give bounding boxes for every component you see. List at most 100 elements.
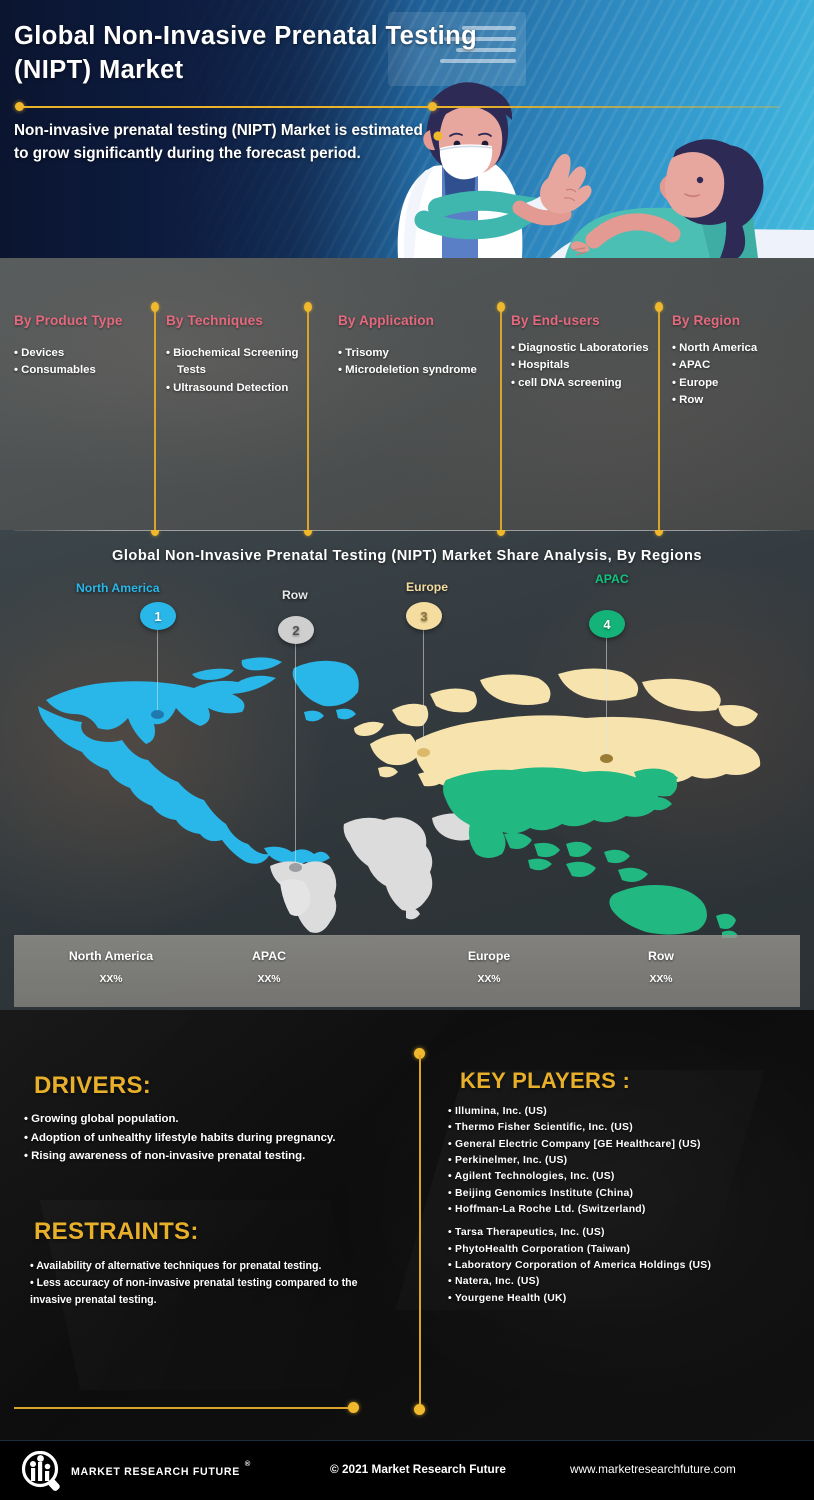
world-map	[38, 657, 761, 938]
segment-item-list: North America APAC Europe Row	[672, 340, 802, 409]
horizontal-divider-dot	[348, 1402, 359, 1413]
segment-item: Devices	[14, 345, 154, 362]
segment-item: Europe	[672, 375, 802, 392]
restraints-title: RESTRAINTS:	[34, 1218, 199, 1245]
key-player-item: Agilent Technologies, Inc. (US)	[448, 1169, 798, 1185]
map-region-north-america	[38, 657, 359, 865]
map-legend-bar: North America XX% APAC XX% Europe XX% Ro…	[14, 935, 800, 1007]
legend-region-name: Europe	[467, 949, 511, 963]
copyright-text: © 2021 Market Research Future	[330, 1462, 506, 1476]
legend-region-value: XX%	[477, 974, 501, 985]
map-pin-line-2	[295, 640, 297, 867]
connector-line-2	[307, 306, 309, 530]
segment-item: Trisomy	[338, 345, 488, 362]
segment-item: Biochemical Screening Tests	[166, 345, 306, 380]
segment-item-list: Trisomy Microdeletion syndrome	[338, 345, 488, 380]
restraints-item: Availability of alternative techniques f…	[30, 1258, 385, 1275]
restraints-list: Availability of alternative techniques f…	[30, 1258, 385, 1309]
key-players-list: Illumina, Inc. (US) Thermo Fisher Scient…	[448, 1104, 798, 1307]
connector-line-3	[500, 306, 502, 530]
divider-junction-dot-3	[497, 530, 505, 536]
legend-region-value: XX%	[649, 974, 673, 985]
drivers-item: Adoption of unhealthy lifestyle habits d…	[24, 1129, 394, 1148]
key-player-item: Natera, Inc. (US)	[448, 1274, 798, 1290]
header-divider-line	[19, 106, 779, 108]
map-section: Global Non-Invasive Prenatal Testing (NI…	[0, 530, 814, 1010]
legend-region-name: APAC	[252, 949, 286, 963]
divider-junction-dot-4	[655, 530, 663, 536]
legend-region-name: North America	[68, 949, 154, 963]
divider-junction-dot-1	[151, 530, 159, 536]
page-title: Global Non-Invasive Prenatal Testing (NI…	[14, 22, 478, 84]
map-pin-1[interactable]: 1	[140, 602, 176, 630]
header-banner: Global Non-Invasive Prenatal Testing (NI…	[0, 0, 814, 258]
connector-dot-2	[304, 302, 312, 312]
header-divider-dot-right	[428, 102, 437, 111]
map-region-row	[270, 813, 479, 933]
connector-line-1	[154, 306, 156, 530]
restraints-item: Less accuracy of non-invasive prenatal t…	[30, 1275, 385, 1309]
vertical-divider-line	[419, 1055, 421, 1410]
segment-item: Consumables	[14, 362, 154, 379]
map-pin-dot-4	[600, 754, 613, 763]
key-player-item: Illumina, Inc. (US)	[448, 1104, 798, 1120]
header-subtitle: Non-invasive prenatal testing (NIPT) Mar…	[14, 122, 423, 162]
key-player-item: General Electric Company [GE Healthcare]…	[448, 1137, 798, 1153]
map-pin-3[interactable]: 3	[406, 602, 442, 630]
map-top-divider	[14, 530, 800, 532]
segment-item: North America	[672, 340, 802, 357]
map-label-europe: Europe	[406, 580, 448, 594]
website-url[interactable]: www.marketresearchfuture.com	[570, 1462, 736, 1476]
connector-dot-3	[497, 302, 505, 312]
segment-column-region: By Region North America APAC Europe Row	[672, 313, 802, 409]
drivers-list: Growing global population. Adoption of u…	[24, 1110, 394, 1166]
divider-junction-dot-2	[304, 530, 312, 536]
drivers-title: DRIVERS:	[34, 1072, 152, 1099]
segment-item-list: Biochemical Screening Tests Ultrasound D…	[166, 345, 306, 397]
map-label-apac: APAC	[595, 572, 629, 586]
key-player-item: Laboratory Corporation of America Holdin…	[448, 1258, 798, 1274]
legend-region-value: XX%	[99, 974, 123, 985]
segment-column-product-type: By Product Type Devices Consumables	[14, 313, 154, 380]
key-players-title: KEY PLAYERS :	[460, 1068, 631, 1093]
horizontal-divider-line	[14, 1407, 354, 1409]
segment-title: By Product Type	[14, 313, 123, 328]
key-player-item: PhytoHealth Corporation (Taiwan)	[448, 1242, 798, 1258]
map-pin-4[interactable]: 4	[589, 610, 625, 638]
segment-item: APAC	[672, 357, 802, 374]
legend-item-apac: APAC XX%	[194, 949, 344, 985]
map-pin-line-3	[423, 626, 425, 752]
vertical-divider-bottom-dot	[414, 1404, 425, 1415]
key-player-item: Beijing Genomics Institute (China)	[448, 1186, 798, 1202]
segment-title: By Techniques	[166, 313, 263, 328]
key-player-item: Thermo Fisher Scientific, Inc. (US)	[448, 1120, 798, 1136]
brand-name: MARKET RESEARCH FUTURE ®	[71, 1459, 252, 1478]
segment-item: Microdeletion syndrome	[338, 362, 488, 379]
segment-item-list: Devices Consumables	[14, 345, 154, 380]
legend-region-name: Row	[648, 949, 674, 963]
key-player-item: Tarsa Therapeutics, Inc. (US)	[448, 1225, 798, 1241]
map-label-row: Row	[282, 588, 308, 602]
key-player-item: Yourgene Health (UK)	[448, 1291, 798, 1307]
legend-region-value: XX%	[257, 974, 281, 985]
key-player-item: Hoffman-La Roche Ltd. (Switzerland)	[448, 1202, 798, 1218]
map-pin-2[interactable]: 2	[278, 616, 314, 644]
map-label-north-america: North America	[76, 581, 160, 595]
map-pin-dot-1	[151, 710, 164, 719]
segment-title: By Application	[338, 313, 435, 328]
segment-title: By End-users	[511, 313, 600, 328]
segment-item: Diagnostic Laboratories	[511, 340, 667, 357]
segment-title: By Region	[672, 313, 741, 328]
header-divider-dot-left	[15, 102, 24, 111]
registered-mark: ®	[244, 1459, 252, 1468]
drivers-item: Rising awareness of non-invasive prenata…	[24, 1147, 394, 1166]
segment-item: Row	[672, 392, 802, 409]
brand-logo: MARKET RESEARCH FUTURE ®	[20, 1451, 252, 1493]
drivers-item: Growing global population.	[24, 1110, 394, 1129]
segment-item: Ultrasound Detection	[166, 380, 306, 397]
magnifier-bar-chart-logo	[21, 1451, 60, 1491]
header-overlay	[0, 0, 420, 258]
connector-dot-1	[151, 302, 159, 312]
connector-dot-4	[655, 302, 663, 312]
segment-item: cell DNA screening	[511, 375, 667, 392]
